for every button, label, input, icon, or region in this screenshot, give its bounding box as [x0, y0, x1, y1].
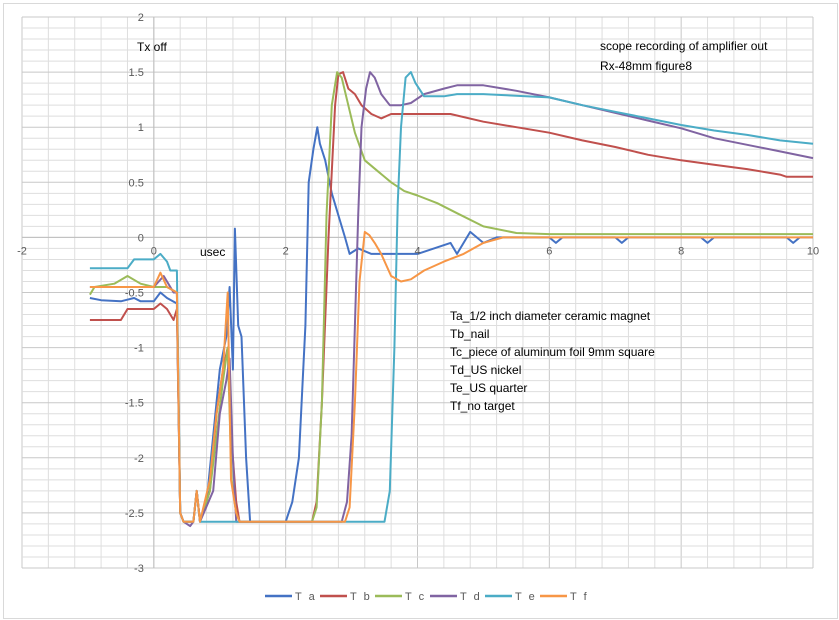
- series-line-tf: [89, 230, 813, 523]
- y-tick-label: 1: [138, 122, 144, 134]
- x-tick-label: 0: [151, 245, 157, 257]
- target-label: Ta_1/2 inch diameter ceramic magnet: [450, 309, 651, 323]
- series-line-tc: [89, 71, 813, 523]
- target-label: Tf_no target: [450, 399, 515, 413]
- y-tick-label: -1: [134, 343, 144, 355]
- legend-label: T c: [405, 591, 426, 603]
- target-list: Ta_1/2 inch diameter ceramic magnet Tb_na…: [450, 309, 655, 413]
- target-label: Td_US nickel: [450, 363, 521, 377]
- target-label: Tc_piece of aluminum foil 9mm square: [450, 345, 655, 359]
- tick-labels: -2 0 2 4 6 8 10 -3 -2.5 -2 -1.5 -1 -0.5 0 0.5 1 1.5 2: [17, 12, 819, 575]
- series-line-ta: [89, 126, 813, 523]
- y-tick-label: -2.5: [125, 508, 144, 520]
- x-tick-label: 4: [414, 245, 420, 257]
- annotation-usec: usec: [200, 245, 225, 259]
- legend-label: T b: [350, 591, 372, 603]
- y-tick-label: 1.5: [129, 67, 144, 79]
- annotation-tx-off: Tx off: [137, 40, 167, 54]
- y-tick-label: 0.5: [129, 177, 144, 189]
- chart-area: [3, 3, 838, 619]
- series-line-tb: [89, 71, 813, 523]
- y-tick-label: 0: [138, 232, 144, 244]
- target-label: Te_US quarter: [450, 381, 527, 395]
- legend-label: T d: [460, 591, 482, 603]
- target-label: Tb_nail: [450, 327, 489, 341]
- annotation-title-2: Rx-48mm figure8: [600, 59, 692, 73]
- x-tick-label: 2: [283, 245, 289, 257]
- x-tick-label: -2: [17, 245, 27, 257]
- y-tick-label: -2: [134, 453, 144, 465]
- series-line-te: [89, 71, 814, 523]
- y-tick-label: -1.5: [125, 398, 144, 410]
- x-tick-label: 6: [546, 245, 552, 257]
- x-tick-label: 10: [807, 245, 819, 257]
- legend-label: T a: [295, 591, 317, 603]
- y-tick-label: -3: [134, 563, 144, 575]
- y-tick-label: 2: [138, 12, 144, 24]
- legend-label: T e: [515, 591, 537, 603]
- y-tick-label: -0.5: [125, 288, 144, 300]
- series-lines: [89, 71, 814, 528]
- annotation-title-1: scope recording of amplifier out: [600, 39, 768, 53]
- legend-label: T f: [570, 591, 589, 603]
- x-tick-label: 8: [678, 245, 684, 257]
